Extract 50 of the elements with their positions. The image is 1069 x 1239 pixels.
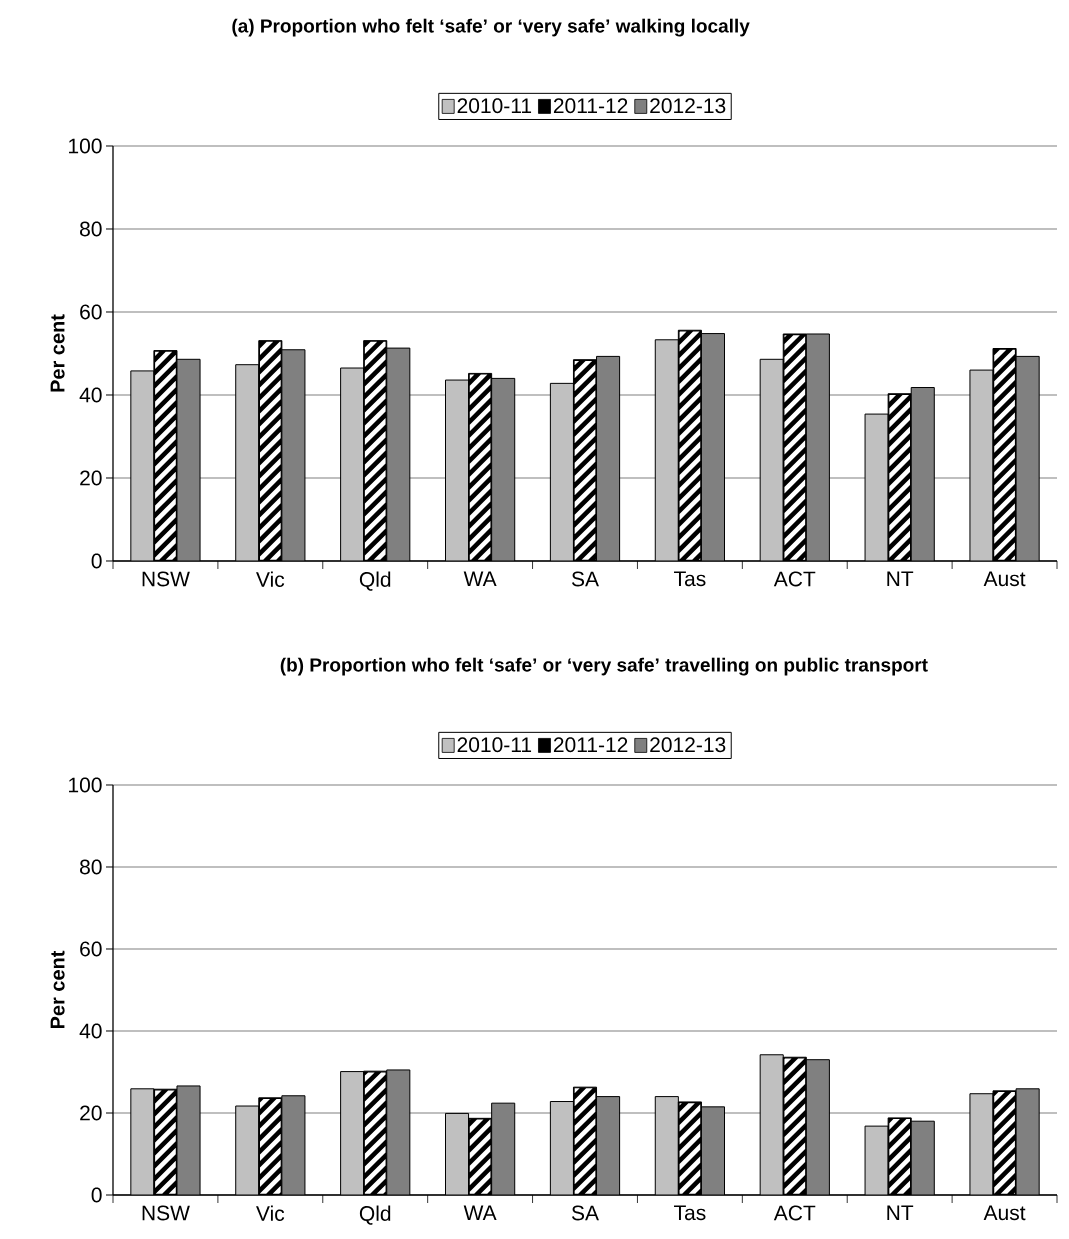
x-tick-label: Aust	[983, 1205, 1026, 1221]
x-tick-label: Tas	[674, 1205, 706, 1221]
x-tick-label: WA	[463, 571, 497, 586]
bar	[550, 1101, 574, 1195]
legend-label: 2012-13	[650, 98, 726, 114]
y-tick-label: 0	[91, 553, 102, 569]
legend-label: 2010-11	[457, 737, 532, 753]
x-tick-label: Tas	[674, 571, 706, 587]
legend-label: 2010-11	[457, 98, 532, 114]
x-tick-label: NT	[887, 1205, 914, 1220]
y-axis-title: Per cent	[50, 950, 65, 1029]
x-tick-label: ACT	[773, 1205, 816, 1221]
bar	[445, 1113, 469, 1195]
x-tick-label: Vic	[256, 1205, 285, 1221]
y-tick-label: 60	[80, 941, 102, 957]
x-tick-label: Aust	[983, 571, 1026, 587]
legend-label: 2011-12	[553, 98, 628, 114]
x-tick-label: Qld	[359, 571, 391, 591]
y-tick-label: 100	[69, 138, 102, 154]
x-tick-label: WA	[463, 1205, 497, 1220]
x-tick-label: SA	[571, 1205, 599, 1221]
bar	[130, 1088, 154, 1195]
bar	[281, 1095, 305, 1195]
bar	[235, 1106, 259, 1195]
x-tick-label: Vic	[256, 571, 285, 587]
y-tick-label: 20	[80, 470, 102, 486]
bar	[655, 1096, 679, 1195]
bar	[340, 1071, 364, 1195]
chart-title: (b) Proportion who felt ‘safe’ or ‘very safe’ travelling on public transport	[280, 657, 928, 676]
x-tick-label: NSW	[142, 1205, 190, 1221]
x-tick-label: NSW	[142, 571, 190, 587]
y-tick-label: 60	[80, 304, 102, 320]
x-tick-label: ACT	[773, 571, 816, 587]
y-tick-label: 80	[80, 859, 102, 875]
legend-label: 2011-12	[553, 737, 628, 753]
y-tick-label: 40	[79, 1023, 102, 1039]
x-tick-label: Qld	[359, 1205, 391, 1225]
y-tick-label: 40	[79, 387, 102, 403]
y-tick-label: 100	[69, 777, 102, 793]
x-tick-label: SA	[571, 571, 599, 587]
legend-label: 2012-13	[650, 737, 726, 753]
y-axis-title: Per cent	[50, 314, 65, 392]
bar	[760, 1054, 784, 1195]
y-tick-label: 20	[80, 1105, 102, 1121]
y-tick-label: 80	[80, 221, 102, 237]
y-tick-label: 0	[91, 1187, 102, 1203]
bar	[969, 1093, 994, 1195]
chart-title: (a) Proportion who felt ‘safe’ or ‘very safe’ walking locally	[232, 18, 750, 37]
bar	[911, 1121, 935, 1195]
x-tick-label: NT	[887, 571, 914, 586]
